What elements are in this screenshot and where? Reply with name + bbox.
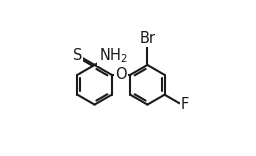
Text: Br: Br (140, 31, 155, 46)
Text: F: F (180, 97, 189, 112)
Text: S: S (73, 49, 82, 63)
Text: NH$_2$: NH$_2$ (99, 47, 127, 65)
Text: O: O (115, 67, 127, 82)
